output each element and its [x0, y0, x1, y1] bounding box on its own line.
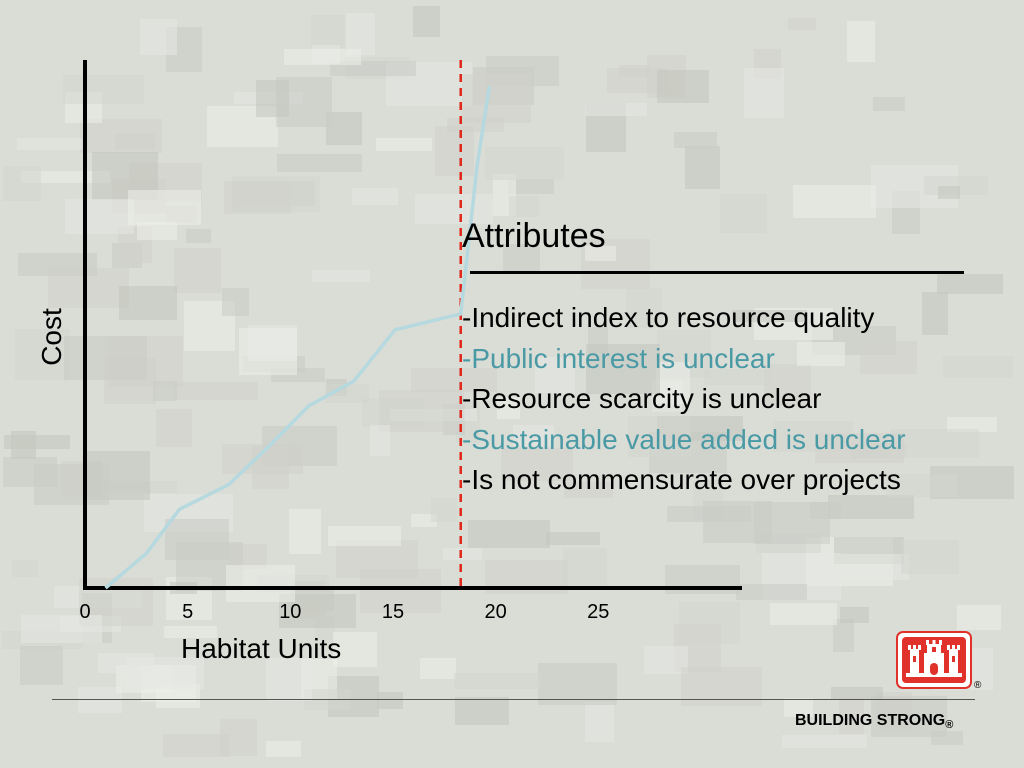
x-tick-label: 5 — [182, 601, 193, 623]
x-tick-label: 25 — [587, 601, 609, 623]
x-tick-label: 15 — [382, 601, 404, 623]
x-axis-title: Habitat Units — [181, 633, 342, 664]
attribute-item: -Is not commensurate over projects — [462, 464, 901, 495]
attribute-item: -Indirect index to resource quality — [462, 302, 875, 333]
x-tick-label: 0 — [79, 601, 90, 623]
logo-registered-mark: ® — [974, 680, 982, 691]
attributes-divider — [470, 271, 964, 274]
cost-series-line — [104, 85, 492, 590]
attributes-panel: Attributes -Indirect index to resource q… — [462, 216, 1022, 501]
y-axis-title: Cost — [36, 308, 67, 366]
x-tick-label: 20 — [485, 601, 507, 623]
attribute-item: -Sustainable value added is unclear — [462, 423, 906, 455]
attributes-title: Attributes — [462, 217, 606, 255]
attribute-item: -Resource scarcity is unclear — [462, 383, 822, 414]
footer-slogan: BUILDING STRONG® — [795, 712, 953, 731]
footer-divider — [52, 699, 975, 700]
attribute-item: -Public interest is unclear — [462, 342, 775, 374]
slogan-registered-mark: ® — [945, 719, 954, 731]
castle-icon — [896, 631, 972, 689]
attributes-list: -Indirect index to resource quality -Publ… — [462, 298, 1022, 501]
slogan-text: BUILDING STRONG — [795, 712, 946, 729]
x-tick-label: 10 — [279, 601, 301, 623]
